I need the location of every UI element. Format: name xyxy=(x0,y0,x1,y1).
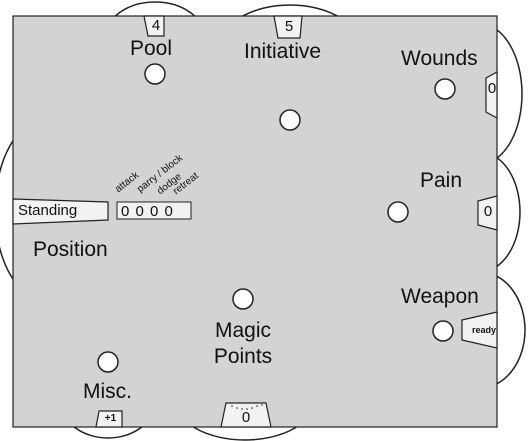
weapon-value[interactable]: ready xyxy=(472,325,497,335)
weapon-label: Weapon xyxy=(401,285,479,308)
magic-label-line1: Magic xyxy=(214,319,272,342)
board-panel xyxy=(12,15,498,428)
magic-peg[interactable] xyxy=(232,288,254,310)
pool-label: Pool xyxy=(130,37,173,60)
initiative-value-tab[interactable] xyxy=(273,15,303,39)
position-value-tab[interactable] xyxy=(12,198,109,225)
magic-value-tab[interactable] xyxy=(220,402,272,428)
magic-value[interactable]: 0 xyxy=(241,409,251,426)
pain-peg[interactable] xyxy=(387,201,409,223)
wounds-value-tab[interactable] xyxy=(485,70,498,120)
pool-peg[interactable] xyxy=(144,63,166,85)
position-value[interactable]: Standing xyxy=(18,202,78,219)
pool-value[interactable]: 4 xyxy=(151,17,161,34)
weapon-peg[interactable] xyxy=(432,320,454,342)
initiative-value[interactable]: 5 xyxy=(284,18,294,35)
misc-value-tab[interactable] xyxy=(95,410,123,428)
defense-values-box[interactable] xyxy=(116,201,192,220)
pain-value[interactable]: 0 xyxy=(483,203,493,220)
weapon-value-tab[interactable] xyxy=(461,311,498,349)
pain-value-tab[interactable] xyxy=(477,195,498,231)
position-label: Position xyxy=(33,238,108,261)
wounds-label: Wounds xyxy=(401,47,478,70)
wounds-value[interactable]: 0 xyxy=(487,80,497,97)
initiative-peg[interactable] xyxy=(279,109,301,131)
pool-value-tab[interactable] xyxy=(143,15,165,37)
defense-values[interactable]: 0 0 0 0 xyxy=(121,203,174,220)
wounds-peg[interactable] xyxy=(434,78,456,100)
misc-value[interactable]: +1 xyxy=(104,413,117,424)
misc-peg[interactable] xyxy=(97,351,119,373)
misc-label: Misc. xyxy=(83,380,132,403)
pain-label: Pain xyxy=(420,169,463,192)
magic-label-line2: Points xyxy=(213,345,273,368)
initiative-label: Initiative xyxy=(244,40,322,63)
